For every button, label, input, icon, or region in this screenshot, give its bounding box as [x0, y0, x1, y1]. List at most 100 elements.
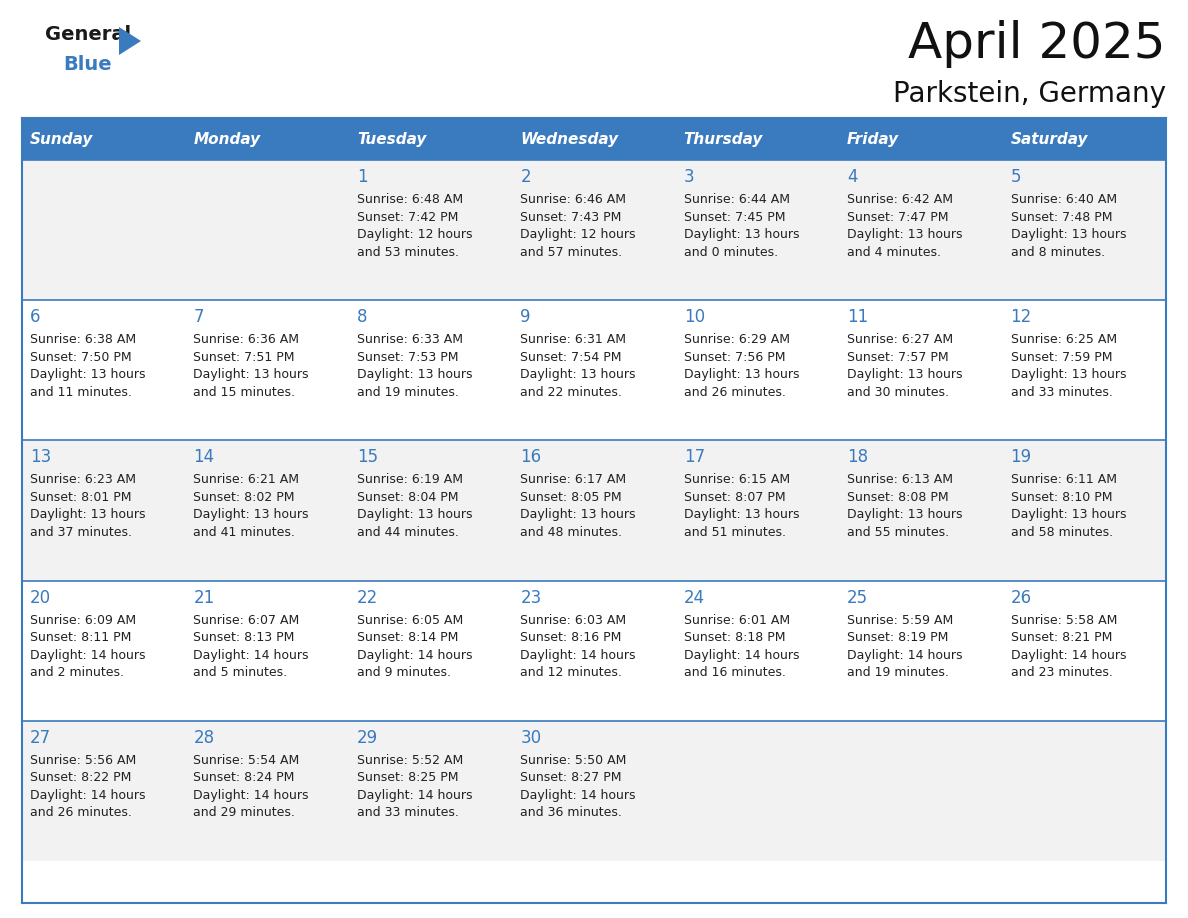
Text: Daylight: 13 hours: Daylight: 13 hours: [520, 368, 636, 381]
Text: and 26 minutes.: and 26 minutes.: [30, 806, 132, 819]
Text: Sunset: 8:01 PM: Sunset: 8:01 PM: [30, 491, 132, 504]
Text: 12: 12: [1011, 308, 1032, 326]
Text: 3: 3: [684, 168, 694, 186]
Text: Daylight: 13 hours: Daylight: 13 hours: [847, 228, 962, 241]
Text: Sunrise: 6:44 AM: Sunrise: 6:44 AM: [684, 193, 790, 206]
Text: 15: 15: [356, 448, 378, 466]
Text: Sunset: 7:51 PM: Sunset: 7:51 PM: [194, 351, 295, 364]
Text: 24: 24: [684, 588, 704, 607]
Text: Sunset: 7:43 PM: Sunset: 7:43 PM: [520, 210, 621, 223]
Text: and 23 minutes.: and 23 minutes.: [1011, 666, 1112, 679]
Text: Daylight: 14 hours: Daylight: 14 hours: [356, 789, 473, 801]
Text: 8: 8: [356, 308, 367, 326]
Text: and 16 minutes.: and 16 minutes.: [684, 666, 785, 679]
Text: Daylight: 14 hours: Daylight: 14 hours: [194, 789, 309, 801]
Text: 27: 27: [30, 729, 51, 747]
Text: and 26 minutes.: and 26 minutes.: [684, 386, 785, 398]
Text: and 0 minutes.: and 0 minutes.: [684, 245, 778, 259]
Text: Daylight: 13 hours: Daylight: 13 hours: [356, 368, 473, 381]
Text: Sunrise: 6:25 AM: Sunrise: 6:25 AM: [1011, 333, 1117, 346]
Text: Sunset: 7:56 PM: Sunset: 7:56 PM: [684, 351, 785, 364]
Bar: [23, 300, 1165, 441]
Text: Daylight: 13 hours: Daylight: 13 hours: [684, 368, 800, 381]
Text: Sunset: 7:54 PM: Sunset: 7:54 PM: [520, 351, 621, 364]
Text: and 12 minutes.: and 12 minutes.: [520, 666, 623, 679]
Text: Sunrise: 6:05 AM: Sunrise: 6:05 AM: [356, 613, 463, 627]
Text: Daylight: 14 hours: Daylight: 14 hours: [847, 649, 962, 662]
Text: Sunset: 8:02 PM: Sunset: 8:02 PM: [194, 491, 295, 504]
Text: Daylight: 12 hours: Daylight: 12 hours: [356, 228, 473, 241]
Text: Sunrise: 6:36 AM: Sunrise: 6:36 AM: [194, 333, 299, 346]
Text: Sunrise: 6:17 AM: Sunrise: 6:17 AM: [520, 474, 626, 487]
Text: and 22 minutes.: and 22 minutes.: [520, 386, 623, 398]
Text: 30: 30: [520, 729, 542, 747]
Text: Daylight: 13 hours: Daylight: 13 hours: [684, 228, 800, 241]
Text: Daylight: 13 hours: Daylight: 13 hours: [847, 509, 962, 521]
Text: Sunrise: 6:38 AM: Sunrise: 6:38 AM: [30, 333, 137, 346]
Text: Sunday: Sunday: [30, 131, 94, 147]
Text: Sunrise: 6:33 AM: Sunrise: 6:33 AM: [356, 333, 463, 346]
Text: Sunset: 8:27 PM: Sunset: 8:27 PM: [520, 771, 621, 784]
Text: 19: 19: [1011, 448, 1031, 466]
Text: Sunrise: 6:40 AM: Sunrise: 6:40 AM: [1011, 193, 1117, 206]
Text: Daylight: 14 hours: Daylight: 14 hours: [520, 649, 636, 662]
Text: Daylight: 14 hours: Daylight: 14 hours: [1011, 649, 1126, 662]
Bar: [349, 118, 512, 160]
Text: 14: 14: [194, 448, 215, 466]
Text: Daylight: 14 hours: Daylight: 14 hours: [356, 649, 473, 662]
Text: 17: 17: [684, 448, 704, 466]
Text: Daylight: 14 hours: Daylight: 14 hours: [684, 649, 800, 662]
Text: General: General: [45, 25, 131, 44]
Text: Saturday: Saturday: [1011, 131, 1088, 147]
Text: and 11 minutes.: and 11 minutes.: [30, 386, 132, 398]
Text: Sunrise: 5:50 AM: Sunrise: 5:50 AM: [520, 754, 626, 767]
Text: and 58 minutes.: and 58 minutes.: [1011, 526, 1113, 539]
Bar: [23, 721, 1165, 861]
Text: and 5 minutes.: and 5 minutes.: [194, 666, 287, 679]
Text: Daylight: 13 hours: Daylight: 13 hours: [847, 368, 962, 381]
Text: 2: 2: [520, 168, 531, 186]
Text: Daylight: 14 hours: Daylight: 14 hours: [30, 789, 145, 801]
Text: Sunrise: 5:52 AM: Sunrise: 5:52 AM: [356, 754, 463, 767]
Text: 1: 1: [356, 168, 367, 186]
Text: April 2025: April 2025: [909, 20, 1165, 68]
Text: and 4 minutes.: and 4 minutes.: [847, 245, 941, 259]
Text: Sunset: 8:25 PM: Sunset: 8:25 PM: [356, 771, 459, 784]
Text: Sunrise: 6:11 AM: Sunrise: 6:11 AM: [1011, 474, 1117, 487]
Text: Sunset: 8:08 PM: Sunset: 8:08 PM: [847, 491, 949, 504]
Text: 25: 25: [847, 588, 868, 607]
Text: Sunrise: 5:54 AM: Sunrise: 5:54 AM: [194, 754, 299, 767]
Text: Sunset: 8:14 PM: Sunset: 8:14 PM: [356, 631, 459, 644]
Text: Daylight: 13 hours: Daylight: 13 hours: [1011, 509, 1126, 521]
Text: Blue: Blue: [63, 55, 112, 74]
Text: Daylight: 13 hours: Daylight: 13 hours: [684, 509, 800, 521]
Text: Sunrise: 6:07 AM: Sunrise: 6:07 AM: [194, 613, 299, 627]
Text: and 30 minutes.: and 30 minutes.: [847, 386, 949, 398]
Text: 16: 16: [520, 448, 542, 466]
Text: 10: 10: [684, 308, 704, 326]
Text: Sunset: 7:47 PM: Sunset: 7:47 PM: [847, 210, 949, 223]
Text: 28: 28: [194, 729, 215, 747]
Text: Sunset: 7:48 PM: Sunset: 7:48 PM: [1011, 210, 1112, 223]
Bar: [23, 580, 1165, 721]
Text: 7: 7: [194, 308, 204, 326]
Text: Sunset: 8:11 PM: Sunset: 8:11 PM: [30, 631, 132, 644]
Text: Daylight: 14 hours: Daylight: 14 hours: [520, 789, 636, 801]
Text: and 9 minutes.: and 9 minutes.: [356, 666, 451, 679]
Text: Parkstein, Germany: Parkstein, Germany: [893, 80, 1165, 108]
Bar: [185, 118, 349, 160]
Text: Sunset: 8:18 PM: Sunset: 8:18 PM: [684, 631, 785, 644]
Text: 20: 20: [30, 588, 51, 607]
Text: Friday: Friday: [847, 131, 899, 147]
Text: Daylight: 14 hours: Daylight: 14 hours: [30, 649, 145, 662]
Text: Sunset: 7:45 PM: Sunset: 7:45 PM: [684, 210, 785, 223]
Text: 18: 18: [847, 448, 868, 466]
Text: 21: 21: [194, 588, 215, 607]
Bar: [23, 118, 185, 160]
Text: Sunset: 7:50 PM: Sunset: 7:50 PM: [30, 351, 132, 364]
Text: Sunset: 8:07 PM: Sunset: 8:07 PM: [684, 491, 785, 504]
Text: and 8 minutes.: and 8 minutes.: [1011, 245, 1105, 259]
Text: and 29 minutes.: and 29 minutes.: [194, 806, 296, 819]
Text: Sunset: 8:13 PM: Sunset: 8:13 PM: [194, 631, 295, 644]
Text: Sunrise: 6:46 AM: Sunrise: 6:46 AM: [520, 193, 626, 206]
